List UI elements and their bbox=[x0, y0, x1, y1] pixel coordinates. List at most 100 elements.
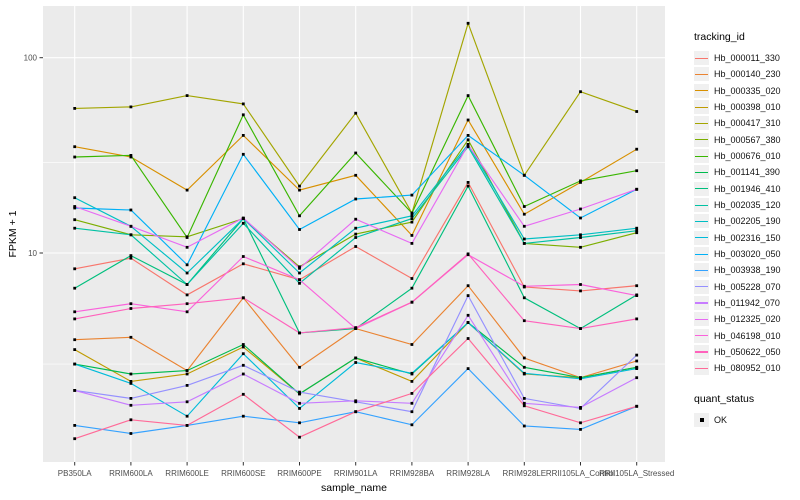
data-point bbox=[241, 216, 245, 220]
x-tick-label: RRIM600LE bbox=[165, 469, 209, 478]
data-point bbox=[73, 155, 77, 159]
data-point bbox=[466, 118, 470, 122]
data-point bbox=[466, 184, 470, 188]
data-point bbox=[522, 319, 526, 323]
legend-label: Hb_003020_050 bbox=[714, 249, 781, 260]
legend-label: Hb_011942_070 bbox=[714, 298, 780, 309]
legend-key-swatch bbox=[694, 198, 709, 213]
data-point bbox=[73, 205, 77, 208]
data-point bbox=[579, 233, 582, 237]
data-point bbox=[73, 338, 77, 342]
legend-item-Hb_005228_070: Hb_005228_070 bbox=[694, 279, 781, 295]
legend-item-Hb_080952_010: Hb_080952_010 bbox=[694, 360, 781, 376]
data-point bbox=[241, 345, 245, 349]
data-point bbox=[129, 432, 133, 435]
data-point bbox=[635, 353, 639, 357]
data-point bbox=[73, 206, 77, 210]
data-point bbox=[410, 392, 414, 395]
x-tick-label: RRIM600PE bbox=[277, 469, 321, 478]
data-point bbox=[185, 400, 189, 404]
legend-key-line bbox=[695, 171, 708, 174]
quant-items: OK bbox=[694, 412, 781, 428]
legend-key-line bbox=[695, 73, 708, 76]
data-point bbox=[298, 228, 301, 231]
legend-item-Hb_001141_390: Hb_001141_390 bbox=[694, 164, 781, 180]
data-point bbox=[298, 390, 301, 394]
data-point bbox=[579, 406, 582, 409]
data-point bbox=[410, 217, 414, 220]
data-point bbox=[129, 418, 133, 422]
data-point bbox=[522, 356, 526, 360]
data-point bbox=[73, 389, 77, 392]
data-point bbox=[73, 437, 77, 441]
legend-items: Hb_000011_330 Hb_000140_230 Hb_000335_020 H… bbox=[694, 50, 781, 377]
legend-label: Hb_012325_020 bbox=[714, 314, 781, 325]
legend-item-Hb_003020_050: Hb_003020_050 bbox=[694, 246, 781, 262]
data-point bbox=[410, 380, 414, 383]
x-tick-label: RRIM600SE bbox=[221, 469, 265, 478]
legend-key-line bbox=[695, 367, 708, 369]
data-point bbox=[579, 245, 582, 249]
legend-label: Hb_000398_010 bbox=[714, 102, 781, 113]
data-point bbox=[129, 403, 133, 407]
legend-item-Hb_011942_070: Hb_011942_070 bbox=[694, 295, 781, 311]
data-point bbox=[410, 277, 414, 280]
legend-label: Hb_000011_330 bbox=[714, 53, 780, 64]
data-point bbox=[466, 21, 470, 25]
data-point bbox=[298, 365, 301, 369]
legend-label: Hb_002035_120 bbox=[714, 200, 781, 211]
data-point bbox=[522, 284, 526, 288]
legend-key-line bbox=[695, 237, 708, 239]
legend-key-swatch bbox=[694, 296, 709, 311]
legend-key-swatch bbox=[694, 312, 709, 327]
legend-key-line bbox=[695, 335, 708, 337]
legend-key-swatch bbox=[694, 100, 709, 115]
data-point bbox=[129, 335, 133, 339]
data-point bbox=[579, 236, 582, 239]
y-tick-label: 100 bbox=[24, 54, 38, 63]
data-point bbox=[635, 359, 639, 363]
legend-key-swatch bbox=[694, 149, 709, 164]
legend-label: Hb_000335_020 bbox=[714, 85, 781, 96]
data-point bbox=[241, 363, 245, 367]
data-point bbox=[73, 107, 77, 110]
legend: tracking_id Hb_000011_330 Hb_000140_230 Hb… bbox=[694, 31, 781, 428]
data-point bbox=[579, 207, 582, 211]
legend-label: Hb_003938_190 bbox=[714, 265, 781, 276]
legend-key-swatch bbox=[694, 181, 709, 196]
legend-key-line bbox=[695, 286, 708, 288]
data-point bbox=[129, 372, 133, 376]
data-point bbox=[298, 188, 301, 192]
data-point bbox=[298, 278, 301, 282]
x-tick-label: RRIM928LA bbox=[446, 469, 490, 478]
legend-key-swatch bbox=[694, 361, 709, 376]
data-point bbox=[185, 271, 189, 275]
data-point bbox=[298, 266, 301, 270]
data-point bbox=[635, 147, 639, 151]
legend-item-Hb_002316_150: Hb_002316_150 bbox=[694, 230, 781, 246]
legend-key-point bbox=[699, 417, 704, 422]
data-point bbox=[354, 197, 358, 201]
legend-key-line bbox=[695, 318, 708, 320]
data-point bbox=[522, 212, 526, 216]
legend-item-Hb_003938_190: Hb_003938_190 bbox=[694, 262, 781, 278]
data-point bbox=[354, 236, 358, 239]
data-point bbox=[73, 267, 77, 271]
data-point bbox=[354, 111, 358, 115]
data-point bbox=[635, 376, 639, 380]
data-point bbox=[185, 236, 189, 239]
data-point bbox=[298, 435, 301, 439]
data-point bbox=[579, 90, 582, 94]
data-point bbox=[635, 229, 639, 233]
data-point bbox=[410, 371, 414, 375]
data-point bbox=[129, 397, 133, 400]
data-point bbox=[185, 94, 189, 97]
data-point bbox=[579, 428, 582, 431]
data-point bbox=[185, 245, 189, 249]
data-point bbox=[635, 317, 639, 321]
legend-key-swatch bbox=[694, 230, 709, 245]
data-point bbox=[298, 331, 301, 335]
data-point bbox=[129, 380, 133, 383]
data-point bbox=[241, 414, 245, 418]
